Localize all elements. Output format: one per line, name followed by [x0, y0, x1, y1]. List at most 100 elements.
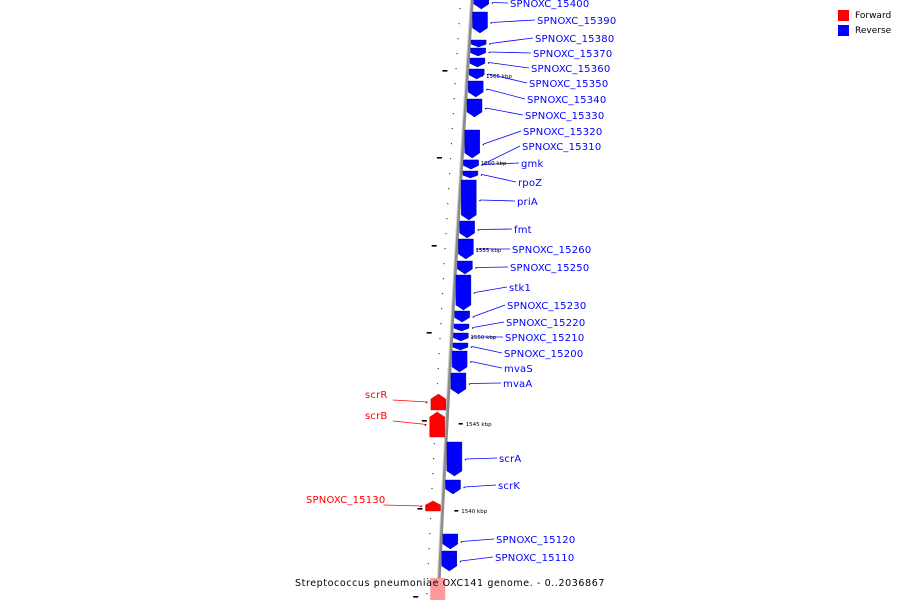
gene-anchor-dot	[488, 52, 490, 54]
gene-label-mvas[interactable]: mvaS	[504, 364, 533, 375]
gene-arrow-spnoxc_15360[interactable]	[469, 57, 486, 68]
gene-label-spnoxc_15220[interactable]: SPNOXC_15220	[506, 318, 585, 329]
gene-label-spnoxc_15200[interactable]: SPNOXC_15200	[504, 349, 583, 360]
gene-anchor-dot	[489, 43, 491, 45]
gene-label-stk1[interactable]: stk1	[509, 283, 531, 294]
gene-label-spnoxc_15400[interactable]: SPNOXC_15400	[510, 0, 589, 10]
gene-leader-line	[482, 162, 520, 165]
gene-labels: SPNOXC_15400 SPNOXC_15390 SPNOXC_15380 SPNO…	[306, 0, 616, 564]
gene-arrow-scra[interactable]	[446, 441, 463, 477]
gene-label-pria[interactable]: priA	[517, 197, 538, 208]
gene-arrow-stk1[interactable]	[455, 274, 472, 311]
gene-leader-line	[483, 130, 522, 145]
gene-leader-line	[480, 199, 516, 202]
gene-arrow-spnoxc_15370[interactable]	[470, 47, 486, 57]
gene-arrow-spnoxc_15390[interactable]	[472, 11, 488, 34]
gene-arrow-mvaa[interactable]	[450, 372, 467, 395]
gene-arrow-spnoxc_15400[interactable]	[473, 0, 489, 10]
gene-arrow-spnoxc_15320[interactable]	[464, 129, 480, 159]
gene-leader-line	[469, 382, 502, 384]
scale-dot	[440, 323, 442, 325]
gene-label-fmt[interactable]: fmt	[514, 225, 532, 236]
scale-dot	[444, 248, 446, 250]
gene-label-spnoxc_15370[interactable]: SPNOXC_15370	[533, 49, 612, 60]
scale-dot	[436, 383, 439, 385]
gene-anchor-dot	[472, 327, 474, 329]
gene-leader-line	[473, 304, 506, 317]
gene-arrow-pria[interactable]	[461, 179, 477, 221]
gene-label-spnoxc_15130[interactable]: SPNOXC_15130	[306, 495, 385, 506]
gene-leader-line	[471, 361, 503, 369]
gene-label-spnoxc_15320[interactable]: SPNOXC_15320	[523, 127, 602, 138]
gene-arrow-spnoxc_15340[interactable]	[468, 80, 484, 98]
gene-leader-line	[461, 538, 495, 542]
gene-anchor-dot	[459, 561, 461, 563]
gene-label-spnoxc_15230[interactable]: SPNOXC_15230	[507, 301, 586, 312]
gene-arrow-spnoxc_15110[interactable]	[441, 550, 457, 572]
scale-dot	[427, 563, 429, 565]
scale-dot	[459, 8, 461, 10]
gene-label-spnoxc_15390[interactable]: SPNOXC_15390	[537, 16, 616, 27]
gene-arrow-spnoxc_15120[interactable]	[442, 533, 458, 550]
scale-dot	[426, 593, 428, 595]
gene-arrow-spnoxc_15250[interactable]	[457, 260, 473, 275]
gene-arrow-scrr[interactable]	[430, 393, 447, 411]
gene-anchor-dot	[475, 267, 477, 269]
gene-arrow-spnoxc_15130[interactable]	[425, 500, 441, 512]
gene-label-scrk[interactable]: scrK	[498, 481, 520, 492]
gene-arrow-scrb[interactable]	[429, 411, 445, 438]
gene-leader-line	[488, 62, 530, 69]
scale-dot	[458, 23, 460, 25]
scale-dot	[445, 233, 447, 235]
gene-label-spnoxc_15360[interactable]: SPNOXC_15360	[531, 64, 610, 75]
gene-leader-line	[485, 107, 524, 116]
gene-arrow-spnoxc_15220[interactable]	[453, 323, 470, 332]
gene-arrow-gmk[interactable]	[463, 159, 479, 170]
gene-arrow-spnoxc_15230[interactable]	[454, 310, 470, 323]
gene-label-spnoxc_15250[interactable]: SPNOXC_15250	[510, 263, 589, 274]
scale-dot	[456, 53, 458, 55]
scale-dot	[432, 473, 434, 475]
gene-arrow-spnoxc_15210[interactable]	[453, 332, 469, 342]
scale-dot	[443, 263, 445, 265]
gene-anchor-dot	[490, 22, 492, 24]
gene-label-scra[interactable]: scrA	[499, 454, 521, 465]
gene-leader-line	[492, 2, 509, 4]
scale-dot	[451, 128, 453, 130]
gene-leader-line	[482, 145, 521, 165]
gene-arrow-spnoxc_15330[interactable]	[466, 98, 483, 118]
gene-label-gmk[interactable]: gmk	[521, 159, 543, 170]
ruler-tick-label: 1545 kbp	[466, 422, 492, 428]
scale-dot	[437, 368, 439, 370]
gene-label-spnoxc_15350[interactable]: SPNOXC_15350	[529, 79, 608, 90]
gene-label-mvaa[interactable]: mvaA	[503, 379, 532, 390]
gene-label-spnoxc_15110[interactable]: SPNOXC_15110	[495, 553, 574, 564]
gene-label-scrr[interactable]: scrR	[365, 390, 388, 401]
gene-arrow-spnoxc_15380[interactable]	[470, 39, 487, 48]
gene-features	[420, 0, 493, 600]
gene-label-spnoxc_15310[interactable]: SPNOXC_15310	[522, 142, 601, 153]
gene-arrow-spnoxc_15200[interactable]	[452, 342, 469, 351]
gene-arrow-rpoz[interactable]	[462, 170, 479, 179]
gene-anchor-dot	[477, 229, 479, 231]
ruler-tick-mark	[458, 423, 463, 425]
gene-arrow-scrk[interactable]	[445, 479, 461, 495]
scale-dot	[438, 353, 440, 355]
gene-label-scrb[interactable]: scrB	[365, 411, 387, 422]
gene-arrow-spnoxc_15260[interactable]	[458, 238, 474, 260]
gene-label-spnoxc_15380[interactable]: SPNOXC_15380	[535, 34, 614, 45]
scale-dot	[441, 308, 443, 310]
gene-leader-line	[478, 228, 513, 230]
gene-arrow-fmt[interactable]	[459, 220, 475, 239]
gene-label-spnoxc_15330[interactable]: SPNOXC_15330	[525, 111, 604, 122]
gene-label-rpoz[interactable]: rpoZ	[518, 178, 542, 189]
gene-label-spnoxc_15340[interactable]: SPNOXC_15340	[527, 95, 606, 106]
gene-arrow-mvas[interactable]	[451, 350, 468, 373]
gene-arrow-spnoxc_15350[interactable]	[469, 68, 485, 80]
gene-label-spnoxc_15120[interactable]: SPNOXC_15120	[496, 535, 575, 546]
gene-label-spnoxc_15210[interactable]: SPNOXC_15210	[505, 333, 584, 344]
ruler-tick-label: 1540 kbp	[461, 509, 487, 515]
gene-leader-line	[487, 88, 526, 100]
gene-label-spnoxc_15260[interactable]: SPNOXC_15260	[512, 245, 591, 256]
major-tick-mark	[426, 332, 432, 334]
